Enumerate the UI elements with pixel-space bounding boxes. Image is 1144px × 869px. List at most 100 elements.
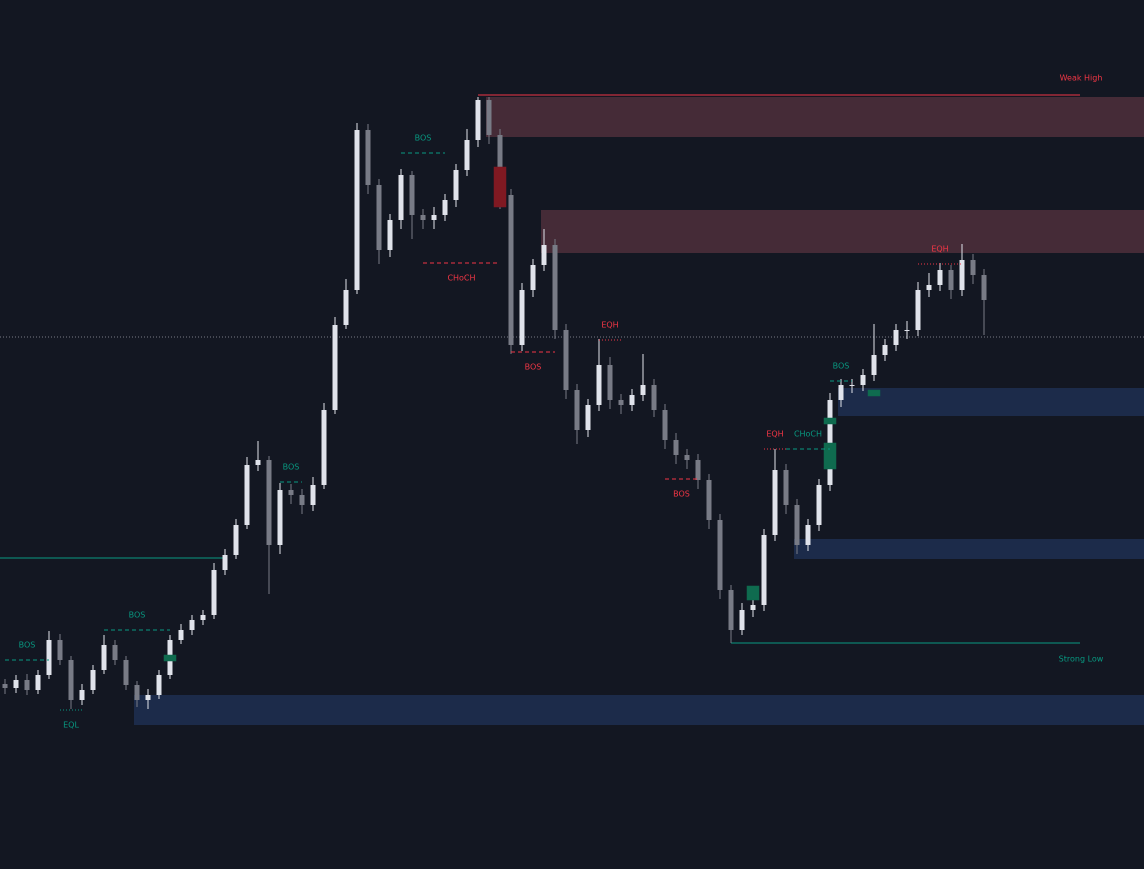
structure-label: CHoCH — [447, 274, 475, 283]
candle-body — [596, 365, 602, 405]
candle-body — [827, 400, 833, 485]
candle-body — [156, 675, 162, 695]
candle-body — [24, 680, 30, 690]
structure-label: EQH — [766, 430, 783, 439]
candle-body — [684, 455, 690, 460]
candle-body — [464, 140, 470, 170]
candle-body — [266, 460, 272, 545]
candle-body — [574, 390, 580, 430]
candle-body — [475, 100, 481, 140]
candle-body — [123, 660, 129, 685]
candle-body — [101, 645, 107, 670]
structure-label: EQH — [931, 245, 948, 254]
candle-body — [343, 290, 349, 325]
candle-body — [860, 375, 866, 385]
candle-body — [728, 590, 734, 630]
candle-body — [519, 290, 525, 345]
candle-body — [376, 185, 382, 250]
candle-body — [552, 245, 558, 330]
zone — [838, 388, 1144, 416]
candle-body — [673, 440, 679, 455]
level-label: Weak High — [1060, 74, 1103, 83]
candle-body — [662, 410, 668, 440]
candle-body — [145, 695, 151, 700]
zone — [486, 97, 1144, 137]
candle-body — [222, 555, 228, 570]
order-block — [867, 389, 881, 397]
candle-body — [420, 215, 426, 220]
candle-body — [178, 630, 184, 640]
structure-label: BOS — [673, 490, 690, 499]
candle-body — [2, 684, 8, 688]
candle-body — [541, 245, 547, 265]
candle-body — [387, 220, 393, 250]
candle-body — [233, 525, 239, 555]
candle-body — [68, 660, 74, 700]
candle-body — [838, 385, 844, 400]
order-block — [746, 585, 760, 601]
candle-body — [365, 130, 371, 185]
candle-body — [805, 525, 811, 545]
candle-body — [772, 470, 778, 535]
candle-body — [354, 130, 360, 290]
structure-label: BOS — [19, 641, 36, 650]
candle-body — [783, 470, 789, 505]
candle-body — [739, 610, 745, 630]
zone — [134, 695, 1144, 725]
structure-label: BOS — [833, 362, 850, 371]
candle-body — [277, 490, 283, 545]
candle-body — [629, 395, 635, 405]
candle-body — [816, 485, 822, 525]
candle-body — [904, 330, 910, 331]
candle-body — [882, 345, 888, 355]
candle-body — [134, 685, 140, 700]
candle-body — [585, 405, 591, 430]
candle-body — [244, 465, 250, 525]
candle-body — [497, 135, 503, 195]
candle-body — [695, 460, 701, 480]
order-block — [163, 654, 177, 662]
order-block — [823, 442, 837, 470]
candle-body — [46, 640, 52, 675]
candle-body — [970, 260, 976, 275]
candle-body — [409, 175, 415, 215]
candle-body — [288, 490, 294, 495]
candle-body — [255, 460, 261, 465]
candle-body — [849, 385, 855, 386]
candle-body — [530, 265, 536, 290]
structure-label: EQL — [63, 721, 79, 730]
candle-body — [189, 620, 195, 630]
candle-body — [332, 325, 338, 410]
structure-label: BOS — [415, 134, 432, 143]
candle-body — [90, 670, 96, 690]
candle-body — [13, 680, 19, 688]
level-label: Strong Low — [1059, 655, 1104, 664]
candle-body — [398, 175, 404, 220]
candle-body — [563, 330, 569, 390]
order-block — [493, 166, 507, 208]
candle-body — [750, 605, 756, 610]
zone — [541, 210, 1144, 253]
candle-body — [442, 200, 448, 215]
candle-body — [200, 615, 206, 620]
candle-body — [35, 675, 41, 690]
candle-body — [871, 355, 877, 375]
candle-body — [618, 400, 624, 405]
candle-body — [959, 260, 965, 290]
candle-body — [79, 690, 85, 700]
structure-label: EQH — [601, 321, 618, 330]
candle-body — [926, 285, 932, 290]
candle-body — [717, 520, 723, 590]
candle-body — [453, 170, 459, 200]
candle-body — [706, 480, 712, 520]
candle-body — [299, 495, 305, 505]
candle-body — [937, 270, 943, 285]
structure-label: BOS — [525, 363, 542, 372]
candle-body — [893, 330, 899, 345]
candle-body — [57, 640, 63, 660]
order-block — [823, 417, 837, 425]
candle-body — [794, 505, 800, 545]
candle-body — [915, 290, 921, 330]
